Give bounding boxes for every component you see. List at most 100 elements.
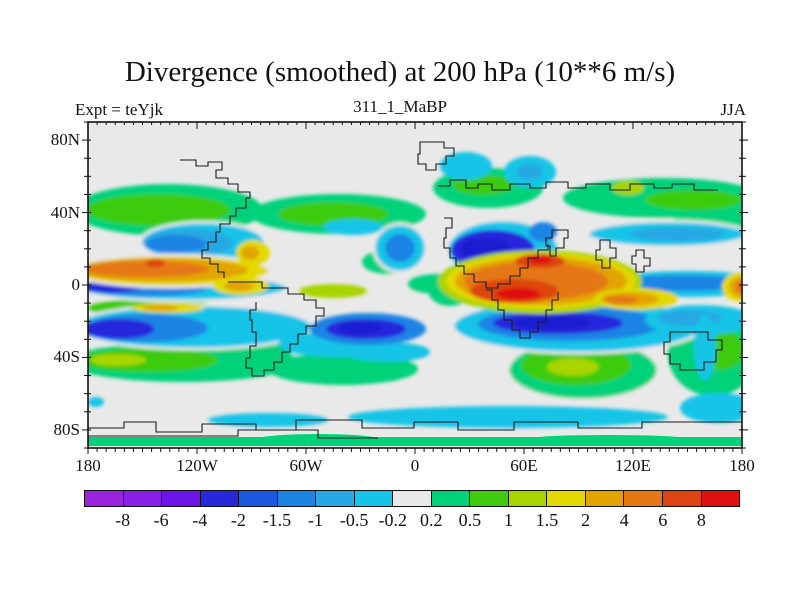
contour-blob xyxy=(323,219,383,235)
x-axis-label: 180 xyxy=(75,456,101,475)
coastline xyxy=(545,229,569,257)
x-axis-label: 0 xyxy=(410,456,420,475)
colorbar-cell xyxy=(276,491,316,506)
contour-blob xyxy=(90,354,146,366)
contour-blob xyxy=(630,227,726,241)
colorbar-label: 8 xyxy=(696,510,706,530)
contour-blob xyxy=(346,342,430,362)
contour-blob xyxy=(88,261,208,277)
coastline xyxy=(663,331,723,371)
contour-blob xyxy=(517,164,543,180)
y-axis-label: 0 xyxy=(71,275,81,294)
coastline xyxy=(228,281,325,377)
colorbar-cell xyxy=(661,491,701,506)
continent-outlines xyxy=(88,141,742,439)
colorbar-cell xyxy=(122,491,162,506)
contour-blob xyxy=(88,397,104,407)
coastline xyxy=(438,179,718,191)
x-axis-label: 60E xyxy=(510,456,538,475)
colorbar-cell xyxy=(353,491,393,506)
colorbar-label: -1 xyxy=(308,510,324,530)
coastline xyxy=(88,429,378,439)
contour-blob xyxy=(88,348,218,372)
contour-blob xyxy=(612,181,644,195)
contour-blob xyxy=(338,322,382,334)
colorbar-label: -0.5 xyxy=(339,510,369,530)
coastline xyxy=(631,249,651,273)
contour-blob xyxy=(694,314,716,380)
colorbar-label: 4 xyxy=(619,510,629,530)
colorbar-cell xyxy=(507,491,547,506)
y-axis-label: 80N xyxy=(50,130,80,150)
colorbar-label: -8 xyxy=(115,510,131,530)
contour-blob xyxy=(145,259,165,267)
y-axis-label: 80S xyxy=(53,419,80,439)
contour-blob xyxy=(496,288,540,300)
x-axis-label: 180 xyxy=(729,456,755,475)
colorbar-label: 2 xyxy=(581,510,591,530)
contour-blob xyxy=(348,406,668,428)
contour-blob xyxy=(680,393,742,423)
colorbar-label: -1.5 xyxy=(262,510,292,530)
coastline xyxy=(595,239,617,269)
contour-blob xyxy=(605,296,639,304)
contour-blob xyxy=(440,152,492,180)
coastline xyxy=(180,159,251,278)
run-id-label: 311_1_MaBP xyxy=(353,97,447,116)
contour-blob xyxy=(299,284,367,298)
colorbar-label: -2 xyxy=(230,510,246,530)
page-title: Divergence (smoothed) at 200 hPa (10**6 … xyxy=(124,56,676,88)
colorbar-label: 1.5 xyxy=(535,510,559,530)
colorbar-cell xyxy=(315,491,354,506)
contour-blob xyxy=(146,235,206,253)
contour-blob xyxy=(224,281,254,291)
contour-blob xyxy=(735,280,742,294)
colorbar-cell xyxy=(584,491,624,506)
colorbar-cell xyxy=(700,491,740,506)
colorbar xyxy=(84,490,740,507)
x-axis-label: 60W xyxy=(289,456,323,475)
coastline xyxy=(486,289,559,339)
colorbar-label: 6 xyxy=(658,510,668,530)
contour-blob xyxy=(241,246,259,260)
colorbar-label: 1 xyxy=(503,510,513,530)
colorbar-cell xyxy=(546,491,585,506)
contour-blob xyxy=(88,319,154,339)
antarctic-green-stripe xyxy=(528,435,688,443)
colorbar-cell xyxy=(392,491,431,506)
contour-blob xyxy=(547,358,599,376)
colorbar-cell xyxy=(85,491,123,506)
contour-fill-layer xyxy=(88,152,742,428)
contour-blob xyxy=(385,234,415,262)
contour-blob xyxy=(142,305,178,311)
y-axis-label: 40N xyxy=(50,202,80,222)
colorbar-label: -0.2 xyxy=(378,510,407,530)
season-label: JJA xyxy=(720,100,746,119)
contour-blob xyxy=(514,316,590,330)
antarctic-stripe-layer xyxy=(88,434,742,446)
contour-blob xyxy=(528,256,552,264)
x-axis-label: 120E xyxy=(615,456,651,475)
colorbar-cell xyxy=(623,491,662,506)
antarctic-green-stripe xyxy=(88,437,742,446)
colorbar-label: -6 xyxy=(153,510,169,530)
experiment-label: Expt = teYjk xyxy=(75,100,163,119)
colorbar-label: -4 xyxy=(192,510,208,530)
y-axis-label: 40S xyxy=(53,347,80,367)
coastline xyxy=(88,419,742,433)
x-axis-label: 120W xyxy=(176,456,218,475)
colorbar-cell xyxy=(430,491,470,506)
colorbar-label: 0.5 xyxy=(458,510,482,530)
contour-blob xyxy=(645,190,741,210)
coastline xyxy=(443,217,549,289)
contour-blob xyxy=(613,275,742,291)
map-frame xyxy=(87,121,743,449)
contour-blob xyxy=(88,194,230,226)
colorbar-cell xyxy=(199,491,239,506)
coastline xyxy=(417,141,455,171)
antarctic-green-stripe xyxy=(258,434,378,444)
colorbar-label: 0.2 xyxy=(420,510,443,530)
colorbar-cell xyxy=(238,491,277,506)
